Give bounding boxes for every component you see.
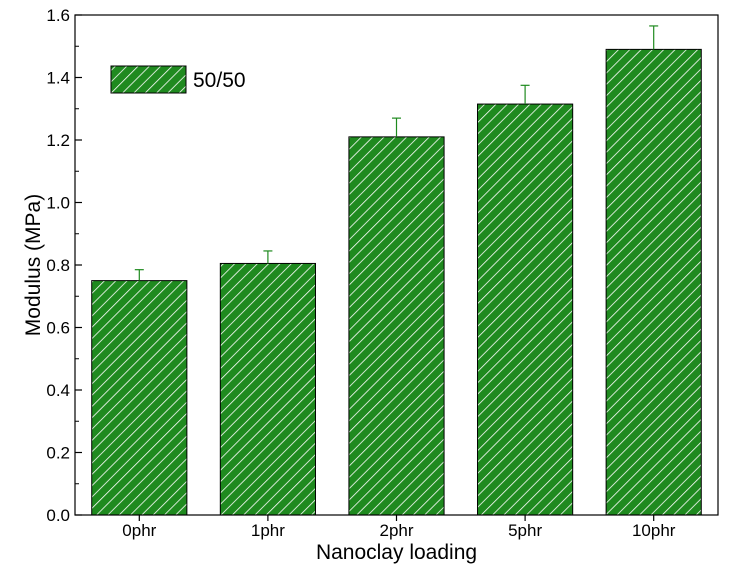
error-bars-layer xyxy=(134,25,659,281)
x-axis-ticks: 0phr 1phr 2phr 5phr 10phr xyxy=(122,515,676,540)
y-axis-title: Modulus (MPa) xyxy=(22,194,45,336)
legend-swatch xyxy=(110,65,187,94)
y-tick-label: 0.2 xyxy=(46,444,70,463)
x-tick-label: 1phr xyxy=(251,521,285,540)
x-axis-title: Nanoclay loading xyxy=(316,541,477,564)
bar-1phr xyxy=(219,262,316,516)
y-tick-label: 0.4 xyxy=(46,381,70,400)
y-tick-label: 1.2 xyxy=(46,131,70,150)
y-tick-label: 1.4 xyxy=(46,69,70,88)
bar-10phr xyxy=(605,48,702,516)
y-tick-label: 0.0 xyxy=(46,506,70,525)
bar-5phr xyxy=(477,103,574,516)
x-tick-label: 5phr xyxy=(508,521,542,540)
x-tick-label: 2phr xyxy=(379,521,413,540)
bar-0phr xyxy=(91,280,188,516)
y-axis-ticks: 0.0 0.2 0.4 0.6 0.8 1.0 1.2 1.4 1.6 xyxy=(46,6,82,525)
y-tick-label: 1.6 xyxy=(46,6,70,25)
x-tick-label: 0phr xyxy=(122,521,156,540)
y-tick-label: 1.0 xyxy=(46,194,70,213)
legend-label-50-50: 50/50 xyxy=(193,69,246,92)
y-tick-label: 0.6 xyxy=(46,319,70,338)
y-tick-label: 0.8 xyxy=(46,256,70,275)
legend: 50/50 xyxy=(110,65,246,94)
bar-2phr xyxy=(348,136,445,516)
x-tick-label: 10phr xyxy=(632,521,676,540)
